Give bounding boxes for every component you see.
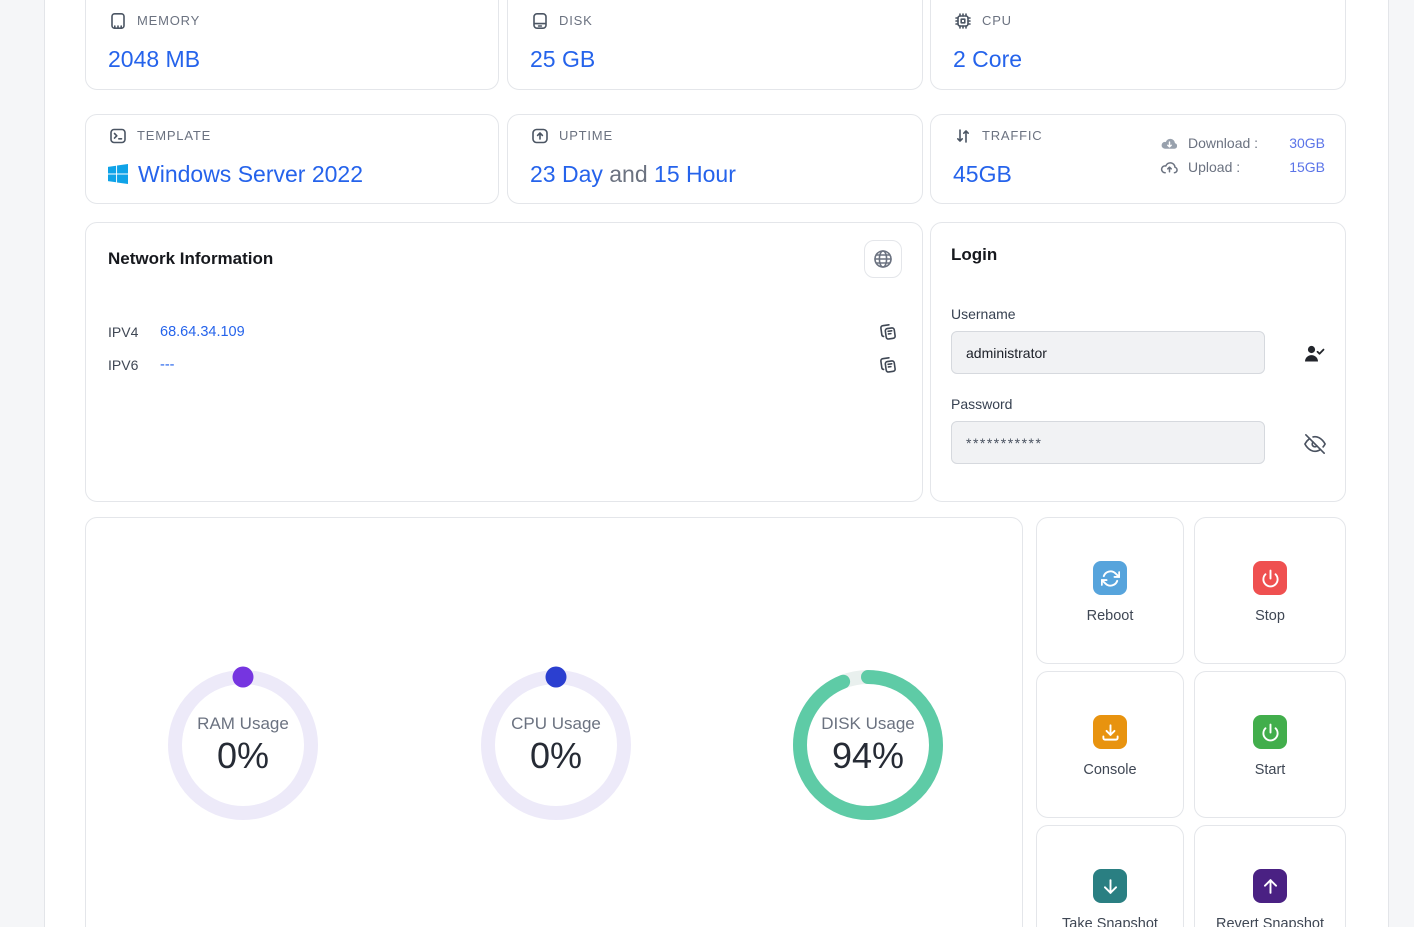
cpu-usage-gauge: CPU Usage 0% (476, 665, 636, 825)
disk-usage-gauge: DISK Usage 94% (788, 665, 948, 825)
revert-snapshot-icon (1253, 869, 1287, 903)
login-title: Login (951, 245, 998, 264)
username-label: Username (951, 306, 1016, 322)
uptime-connector: and (609, 161, 648, 187)
disk-usage-ring (788, 670, 948, 829)
arrow-up-square-icon (530, 126, 550, 146)
ipv6-row: IPV6 --- (108, 353, 900, 377)
disk-icon (530, 11, 550, 31)
memory-card: MEMORY 2048 MB (85, 0, 499, 90)
ipv4-label: IPV4 (108, 324, 139, 340)
globe-icon (872, 248, 894, 270)
upload-value: 15GB (1289, 159, 1325, 175)
revert-snapshot-label: Revert Snapshot (1215, 916, 1324, 927)
uptime-value: 23 Day and 15 Hour (530, 159, 900, 189)
ipv6-copy-button[interactable] (876, 353, 900, 377)
ipv6-label: IPV6 (108, 357, 139, 373)
stop-button[interactable]: Stop (1194, 517, 1346, 664)
cloud-download-icon (1160, 134, 1179, 153)
start-button[interactable]: Start (1194, 671, 1346, 818)
eye-off-icon[interactable] (1303, 432, 1327, 456)
template-card: TEMPLATE Windows Server 2022 (85, 114, 499, 204)
uptime-days: 23 Day (530, 161, 603, 187)
uptime-hours: 15 Hour (654, 161, 736, 187)
ipv4-row: IPV4 68.64.34.109 (108, 320, 900, 344)
reboot-button[interactable]: Reboot (1036, 517, 1184, 664)
stop-label: Stop (1255, 608, 1285, 624)
template-label: TEMPLATE (137, 128, 212, 143)
take-snapshot-label: Take Snapshot (1062, 916, 1158, 927)
console-label: Console (1083, 762, 1137, 778)
cpu-usage-ring (476, 666, 636, 829)
disk-value: 25 GB (530, 46, 596, 72)
take-snapshot-button[interactable]: Take Snapshot (1036, 825, 1184, 927)
uptime-card: UPTIME 23 Day and 15 Hour (507, 114, 923, 204)
cpu-card: CPU 2 Core (930, 0, 1346, 90)
download-value: 30GB (1289, 135, 1325, 151)
download-label: Download : (1188, 135, 1259, 151)
arrows-up-down-icon (953, 126, 973, 146)
traffic-total: 45GB (953, 161, 1012, 187)
cloud-upload-icon (1160, 158, 1179, 177)
person-check-icon (1302, 342, 1326, 366)
disk-card: DISK 25 GB (507, 0, 923, 90)
start-label: Start (1254, 762, 1286, 778)
cpu-value: 2 Core (953, 46, 1023, 72)
cpu-icon (953, 11, 973, 31)
usage-gauges-card: RAM Usage 0% CPU Usage 0% DISK Usage 94% (85, 517, 1023, 927)
cpu-label: CPU (982, 13, 1012, 28)
memory-icon (108, 11, 128, 31)
username-field[interactable] (951, 331, 1265, 374)
upload-label: Upload : (1188, 159, 1241, 175)
login-card: Login Username Password (930, 222, 1346, 502)
traffic-card: TRAFFIC 45GB Download : 30GB Upload : 15… (930, 114, 1346, 204)
network-information-title: Network Information (108, 249, 274, 268)
windows-logo (108, 164, 128, 184)
memory-value: 2048 MB (108, 46, 201, 72)
ipv4-value: 68.64.34.109 (160, 324, 245, 340)
password-label: Password (951, 396, 1013, 412)
revert-snapshot-button[interactable]: Revert Snapshot (1194, 825, 1346, 927)
stop-icon (1253, 561, 1287, 595)
disk-label: DISK (559, 13, 593, 28)
ram-usage-gauge: RAM Usage 0% (163, 665, 323, 825)
reboot-label: Reboot (1086, 608, 1134, 624)
ipv6-value: --- (160, 357, 175, 373)
ram-usage-ring (163, 666, 323, 829)
traffic-label: TRAFFIC (982, 128, 1043, 143)
ipv4-copy-button[interactable] (876, 320, 900, 344)
take-snapshot-icon (1093, 869, 1127, 903)
template-value: Windows Server 2022 (138, 161, 363, 187)
terminal-icon (108, 126, 128, 146)
password-field[interactable] (951, 421, 1265, 464)
network-globe-button[interactable] (864, 240, 902, 278)
reboot-icon (1093, 561, 1127, 595)
network-information-card: Network Information IPV4 68.64.34.109 IP… (85, 222, 923, 502)
start-icon (1253, 715, 1287, 749)
console-button[interactable]: Console (1036, 671, 1184, 818)
memory-label: MEMORY (137, 13, 201, 28)
console-icon (1093, 715, 1127, 749)
uptime-label: UPTIME (559, 128, 613, 143)
